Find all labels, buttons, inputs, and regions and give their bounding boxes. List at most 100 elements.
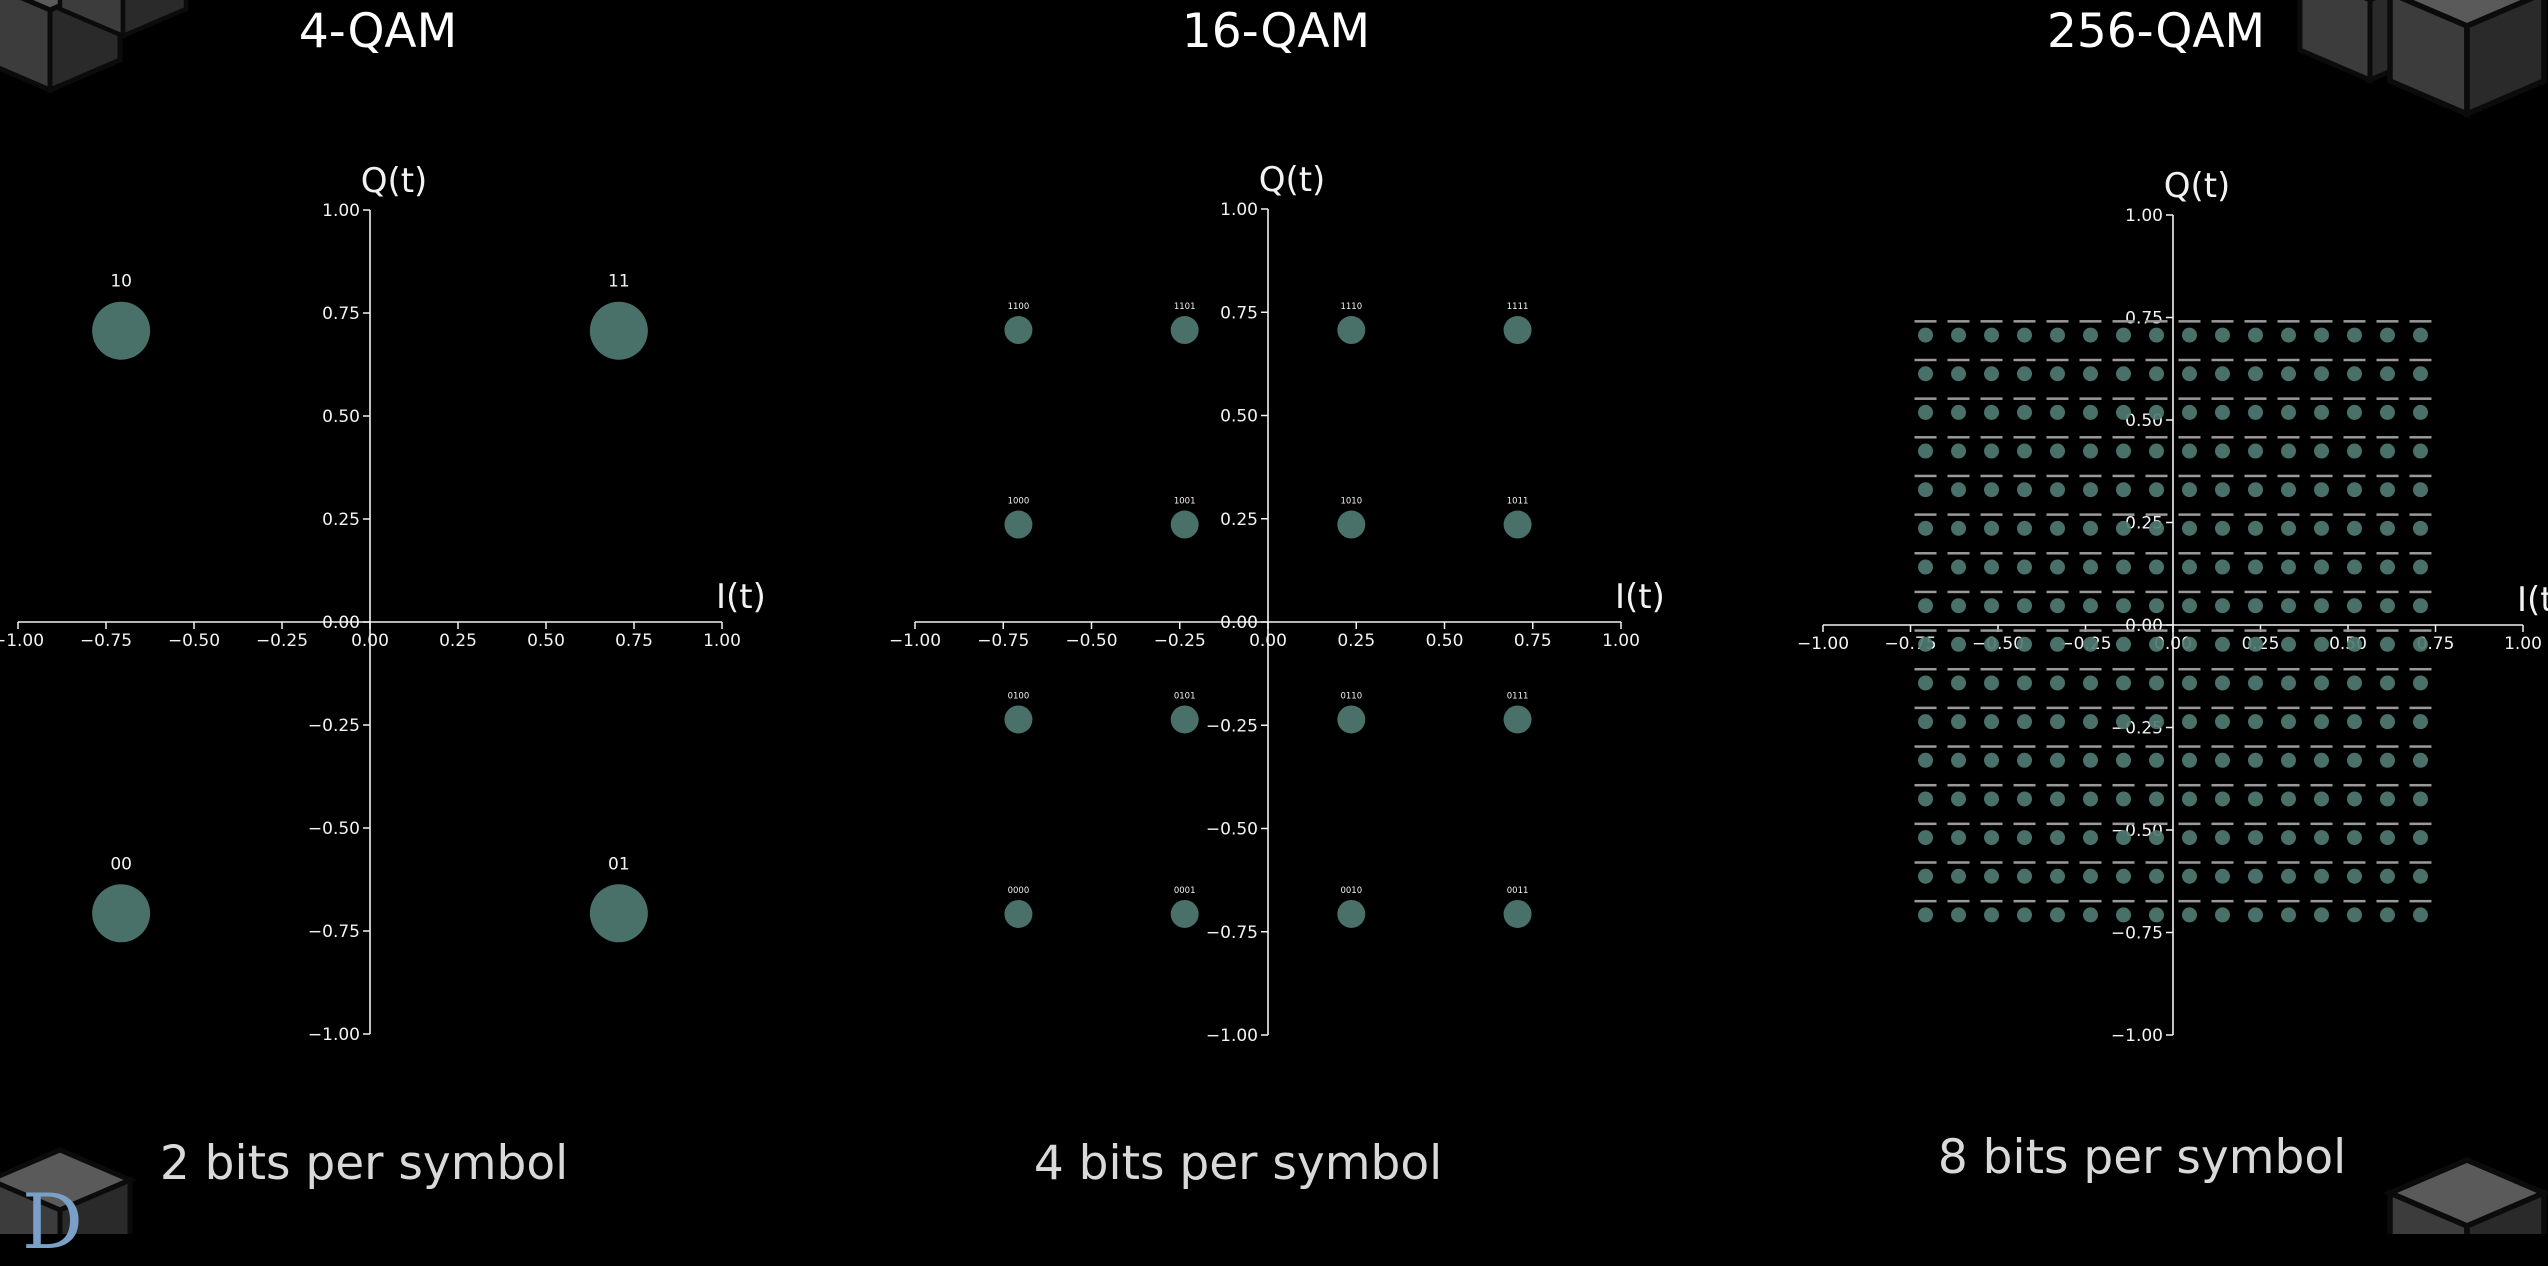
- constellation-point: [1984, 830, 2000, 846]
- point-bit-label: 0101: [1174, 691, 1196, 701]
- point-bit-label-mark: [2343, 629, 2366, 632]
- x-tick-label: −0.50: [1065, 631, 1117, 651]
- constellation-point: [1918, 482, 1934, 498]
- point-bit-label-mark: [2112, 397, 2135, 400]
- constellation-point: [1004, 705, 1033, 734]
- y-tick-label: −0.25: [1206, 716, 1258, 736]
- constellation-plots: −1.00 −0.75 −0.50 −0.25 0.00 0.25 0.50 0.75 1.00…: [0, 160, 2548, 1046]
- constellation-point: [2050, 714, 2065, 730]
- constellation-point: [2149, 482, 2165, 498]
- constellation-point: [1503, 510, 1532, 539]
- point-bit-label-mark: [2277, 745, 2300, 748]
- constellation-point: [1918, 714, 1934, 730]
- point-bit-label-mark: [2211, 667, 2234, 671]
- panel-title-4qam: 4-QAM: [298, 4, 458, 59]
- point-bit-label-mark: [2310, 822, 2333, 826]
- constellation-point: [2149, 791, 2165, 807]
- point-bit-label-mark: [1947, 513, 1970, 516]
- point-bit-label-mark: [2277, 706, 2300, 710]
- constellation-point: [1337, 316, 1366, 345]
- caption-16qam: 4 bits per symbol: [1033, 1136, 1443, 1191]
- x-axis-label: I(t): [716, 577, 766, 617]
- point-bit-label-mark: [2376, 552, 2399, 555]
- constellation-point: [2379, 520, 2395, 536]
- constellation-point: [2116, 443, 2132, 459]
- constellation-point: [2149, 714, 2165, 730]
- point-bit-label-mark: [2013, 590, 2036, 594]
- y-tick-label: 0.75: [2125, 309, 2163, 329]
- constellation-point: [2083, 868, 2099, 884]
- panel-title-256qam: 256-QAM: [2046, 4, 2266, 59]
- constellation-point: [1918, 443, 1934, 459]
- point-bit-label-mark: [2145, 629, 2168, 632]
- x-tick-label: −0.50: [168, 631, 220, 651]
- point-bit-label-mark: [2376, 706, 2399, 710]
- y-tick-label: −0.75: [308, 922, 360, 942]
- point-bit-label-mark: [2409, 513, 2432, 516]
- point-bit-label-mark: [2244, 667, 2267, 671]
- point-bit-label-mark: [2046, 474, 2069, 478]
- point-bit-label-mark: [1914, 397, 1937, 400]
- point-bit-label-mark: [2277, 358, 2300, 362]
- point-bit-label-mark: [2376, 861, 2399, 864]
- point-bit-label-mark: [2112, 745, 2135, 748]
- constellation-point: [2116, 366, 2132, 382]
- point-bit-label-mark: [2145, 513, 2168, 516]
- constellation-point: [2314, 868, 2330, 884]
- constellation-point: [1951, 520, 1967, 536]
- constellation-point: [2116, 830, 2132, 846]
- point-bit-label-mark: [2013, 899, 2036, 903]
- point-bit-label-mark: [2079, 667, 2102, 671]
- constellation-point: [2379, 598, 2395, 614]
- point-bit-label-mark: [2013, 320, 2036, 323]
- point-bit-label-mark: [1914, 706, 1937, 710]
- constellation-point: [2083, 907, 2099, 923]
- point-bit-label-mark: [2013, 474, 2036, 478]
- point-bit-label-mark: [2409, 667, 2432, 671]
- point-bit-label-mark: [2046, 706, 2069, 710]
- constellation-point: [2412, 443, 2428, 459]
- point-bit-label-mark: [1914, 513, 1937, 516]
- constellation-point: [2346, 520, 2362, 536]
- constellation-point: [2050, 404, 2065, 420]
- constellation-point: [1004, 510, 1033, 539]
- constellation-point: [2050, 752, 2065, 768]
- constellation-point: [2412, 327, 2428, 343]
- point-bit-label-mark: [2013, 358, 2036, 362]
- constellation-point: [2412, 520, 2428, 536]
- constellation-point: [2281, 714, 2296, 730]
- point-bit-label-mark: [2178, 436, 2201, 439]
- point-bit-label-mark: [2310, 629, 2333, 632]
- x-tick-label: 0.50: [527, 631, 565, 651]
- point-bit-label-mark: [2310, 358, 2333, 362]
- y-tick-label: 0.25: [1220, 510, 1258, 530]
- constellation-point: [1918, 636, 1934, 652]
- point-bit-label: 01: [608, 854, 630, 874]
- constellation-point: [2412, 907, 2428, 923]
- point-bit-label-mark: [2277, 474, 2300, 478]
- point-bit-label-mark: [2244, 358, 2267, 362]
- constellation-point: [2050, 520, 2065, 536]
- constellation-point: [2314, 404, 2330, 420]
- point-bit-label-mark: [2145, 783, 2168, 787]
- constellation-point: [2379, 559, 2395, 575]
- constellation-point: [1170, 510, 1199, 539]
- point-bit-label-mark: [2112, 629, 2135, 632]
- constellation-point: [2181, 482, 2197, 498]
- y-tick-label: −0.50: [1206, 820, 1258, 840]
- point-bit-label-mark: [1980, 474, 2003, 478]
- point-bit-label-mark: [2046, 397, 2069, 400]
- constellation-point: [1503, 899, 1532, 928]
- point-bit-label-mark: [2310, 513, 2333, 516]
- constellation-point: [2083, 752, 2099, 768]
- constellation-point: [2083, 404, 2099, 420]
- constellation-point: [2149, 868, 2165, 884]
- x-tick-label: 0.00: [1249, 631, 1287, 651]
- constellation-point: [2379, 752, 2395, 768]
- constellation-point: [2346, 327, 2362, 343]
- point-bit-label-mark: [2409, 590, 2432, 594]
- point-bit-label-mark: [2211, 783, 2234, 787]
- x-tick-label: 0.50: [1426, 631, 1464, 651]
- point-bit-label-mark: [2112, 706, 2135, 710]
- constellation-point: [2346, 598, 2362, 614]
